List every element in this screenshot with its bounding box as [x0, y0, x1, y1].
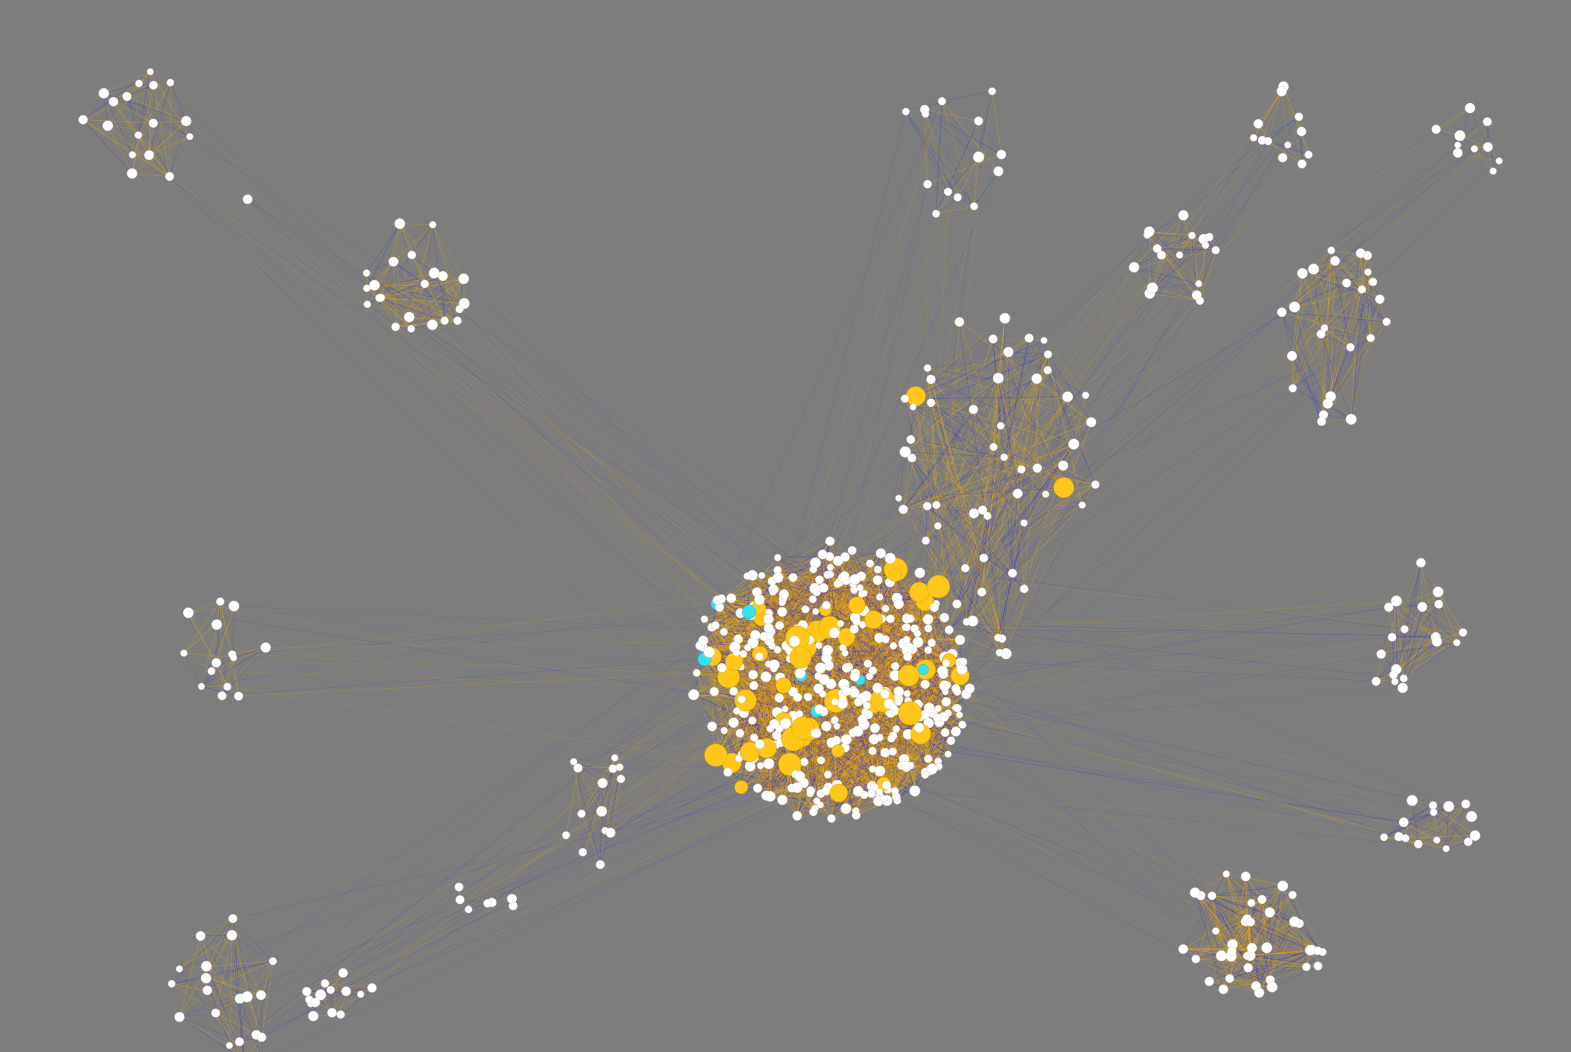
network-graph-canvas	[0, 0, 1571, 1052]
canvas-background	[0, 0, 1571, 1052]
